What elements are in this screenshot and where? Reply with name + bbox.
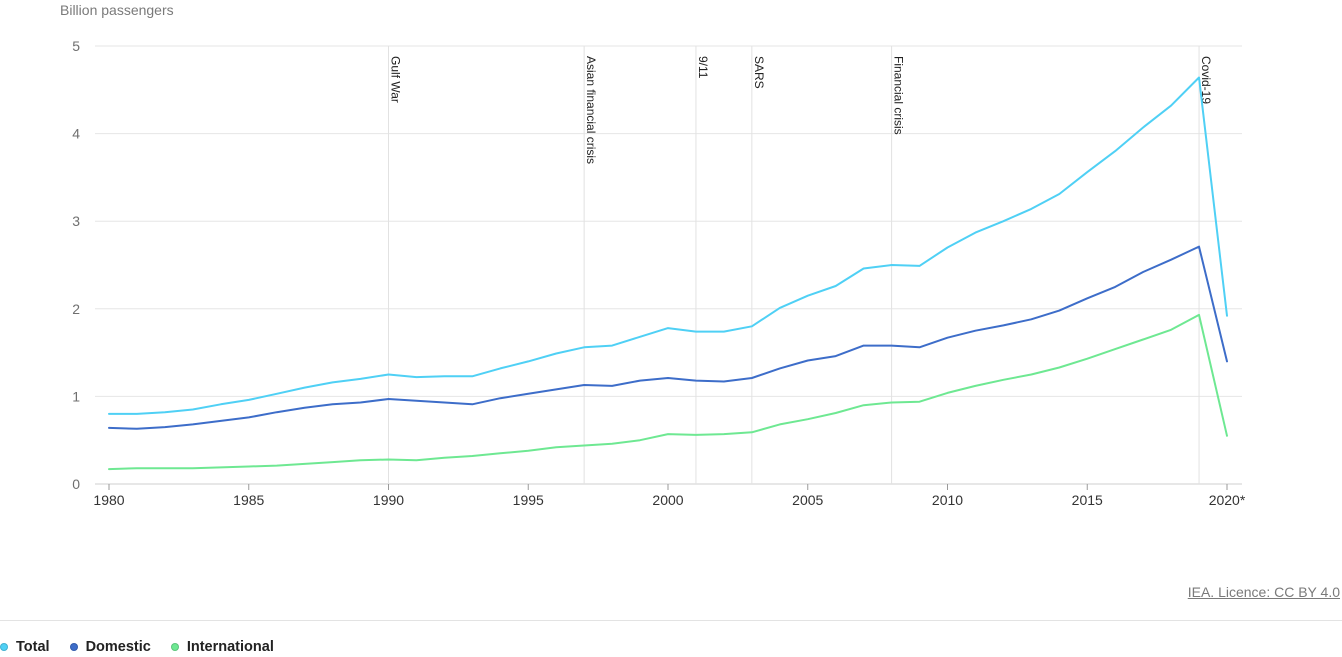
y-tick-label: 4	[72, 126, 80, 142]
y-axis-title: Billion passengers	[60, 2, 174, 18]
event-label: 9/11	[696, 56, 710, 79]
event-label: Asian financial crisis	[584, 56, 598, 164]
legend-label: International	[186, 639, 274, 655]
legend-label: Total	[16, 639, 50, 655]
event-label: SARS	[752, 56, 766, 89]
legend-marker-icon	[0, 643, 8, 651]
event-label: Gulf War	[389, 56, 403, 103]
x-tick-label: 2010	[932, 492, 963, 508]
series-line-total	[108, 76, 1228, 415]
x-tick-label: 2015	[1072, 492, 1103, 508]
y-tick-label: 5	[72, 38, 80, 54]
y-tick-label: 1	[72, 388, 80, 404]
x-tick-label: 1985	[233, 492, 264, 508]
legend-label: Domestic	[85, 639, 151, 655]
event-label: Financial crisis	[892, 56, 906, 135]
x-tick-label: 1995	[513, 492, 544, 508]
line-chart: 0 1 2 3 4 5 1980 1985 1990 1995 2000 2005 2010 2015 20…	[72, 38, 1246, 508]
licence-link[interactable]: IEA. Licence: CC BY 4.0	[1187, 584, 1340, 600]
x-tick-label: 1990	[373, 492, 404, 508]
series-line-domestic	[108, 245, 1228, 430]
x-tick-label: 1980	[93, 492, 124, 508]
legend-item-international[interactable]: International	[170, 639, 274, 655]
series-line-international	[108, 313, 1228, 471]
y-tick-label: 3	[72, 213, 80, 229]
legend-item-total[interactable]: Total	[0, 639, 50, 655]
event-label: Covid-19	[1199, 56, 1213, 104]
legend-marker-icon	[170, 643, 179, 651]
legend-item-domestic[interactable]: Domestic	[69, 639, 151, 655]
chart-legend: Total Domestic International	[0, 637, 294, 657]
x-tick-label: 2000	[652, 492, 683, 508]
y-tick-label: 2	[72, 301, 80, 317]
legend-marker-icon	[69, 643, 78, 651]
x-tick-label: 2020*	[1209, 492, 1246, 508]
x-tick-label: 2005	[792, 492, 823, 508]
legend-divider	[0, 620, 1342, 621]
y-tick-label: 0	[72, 476, 80, 492]
